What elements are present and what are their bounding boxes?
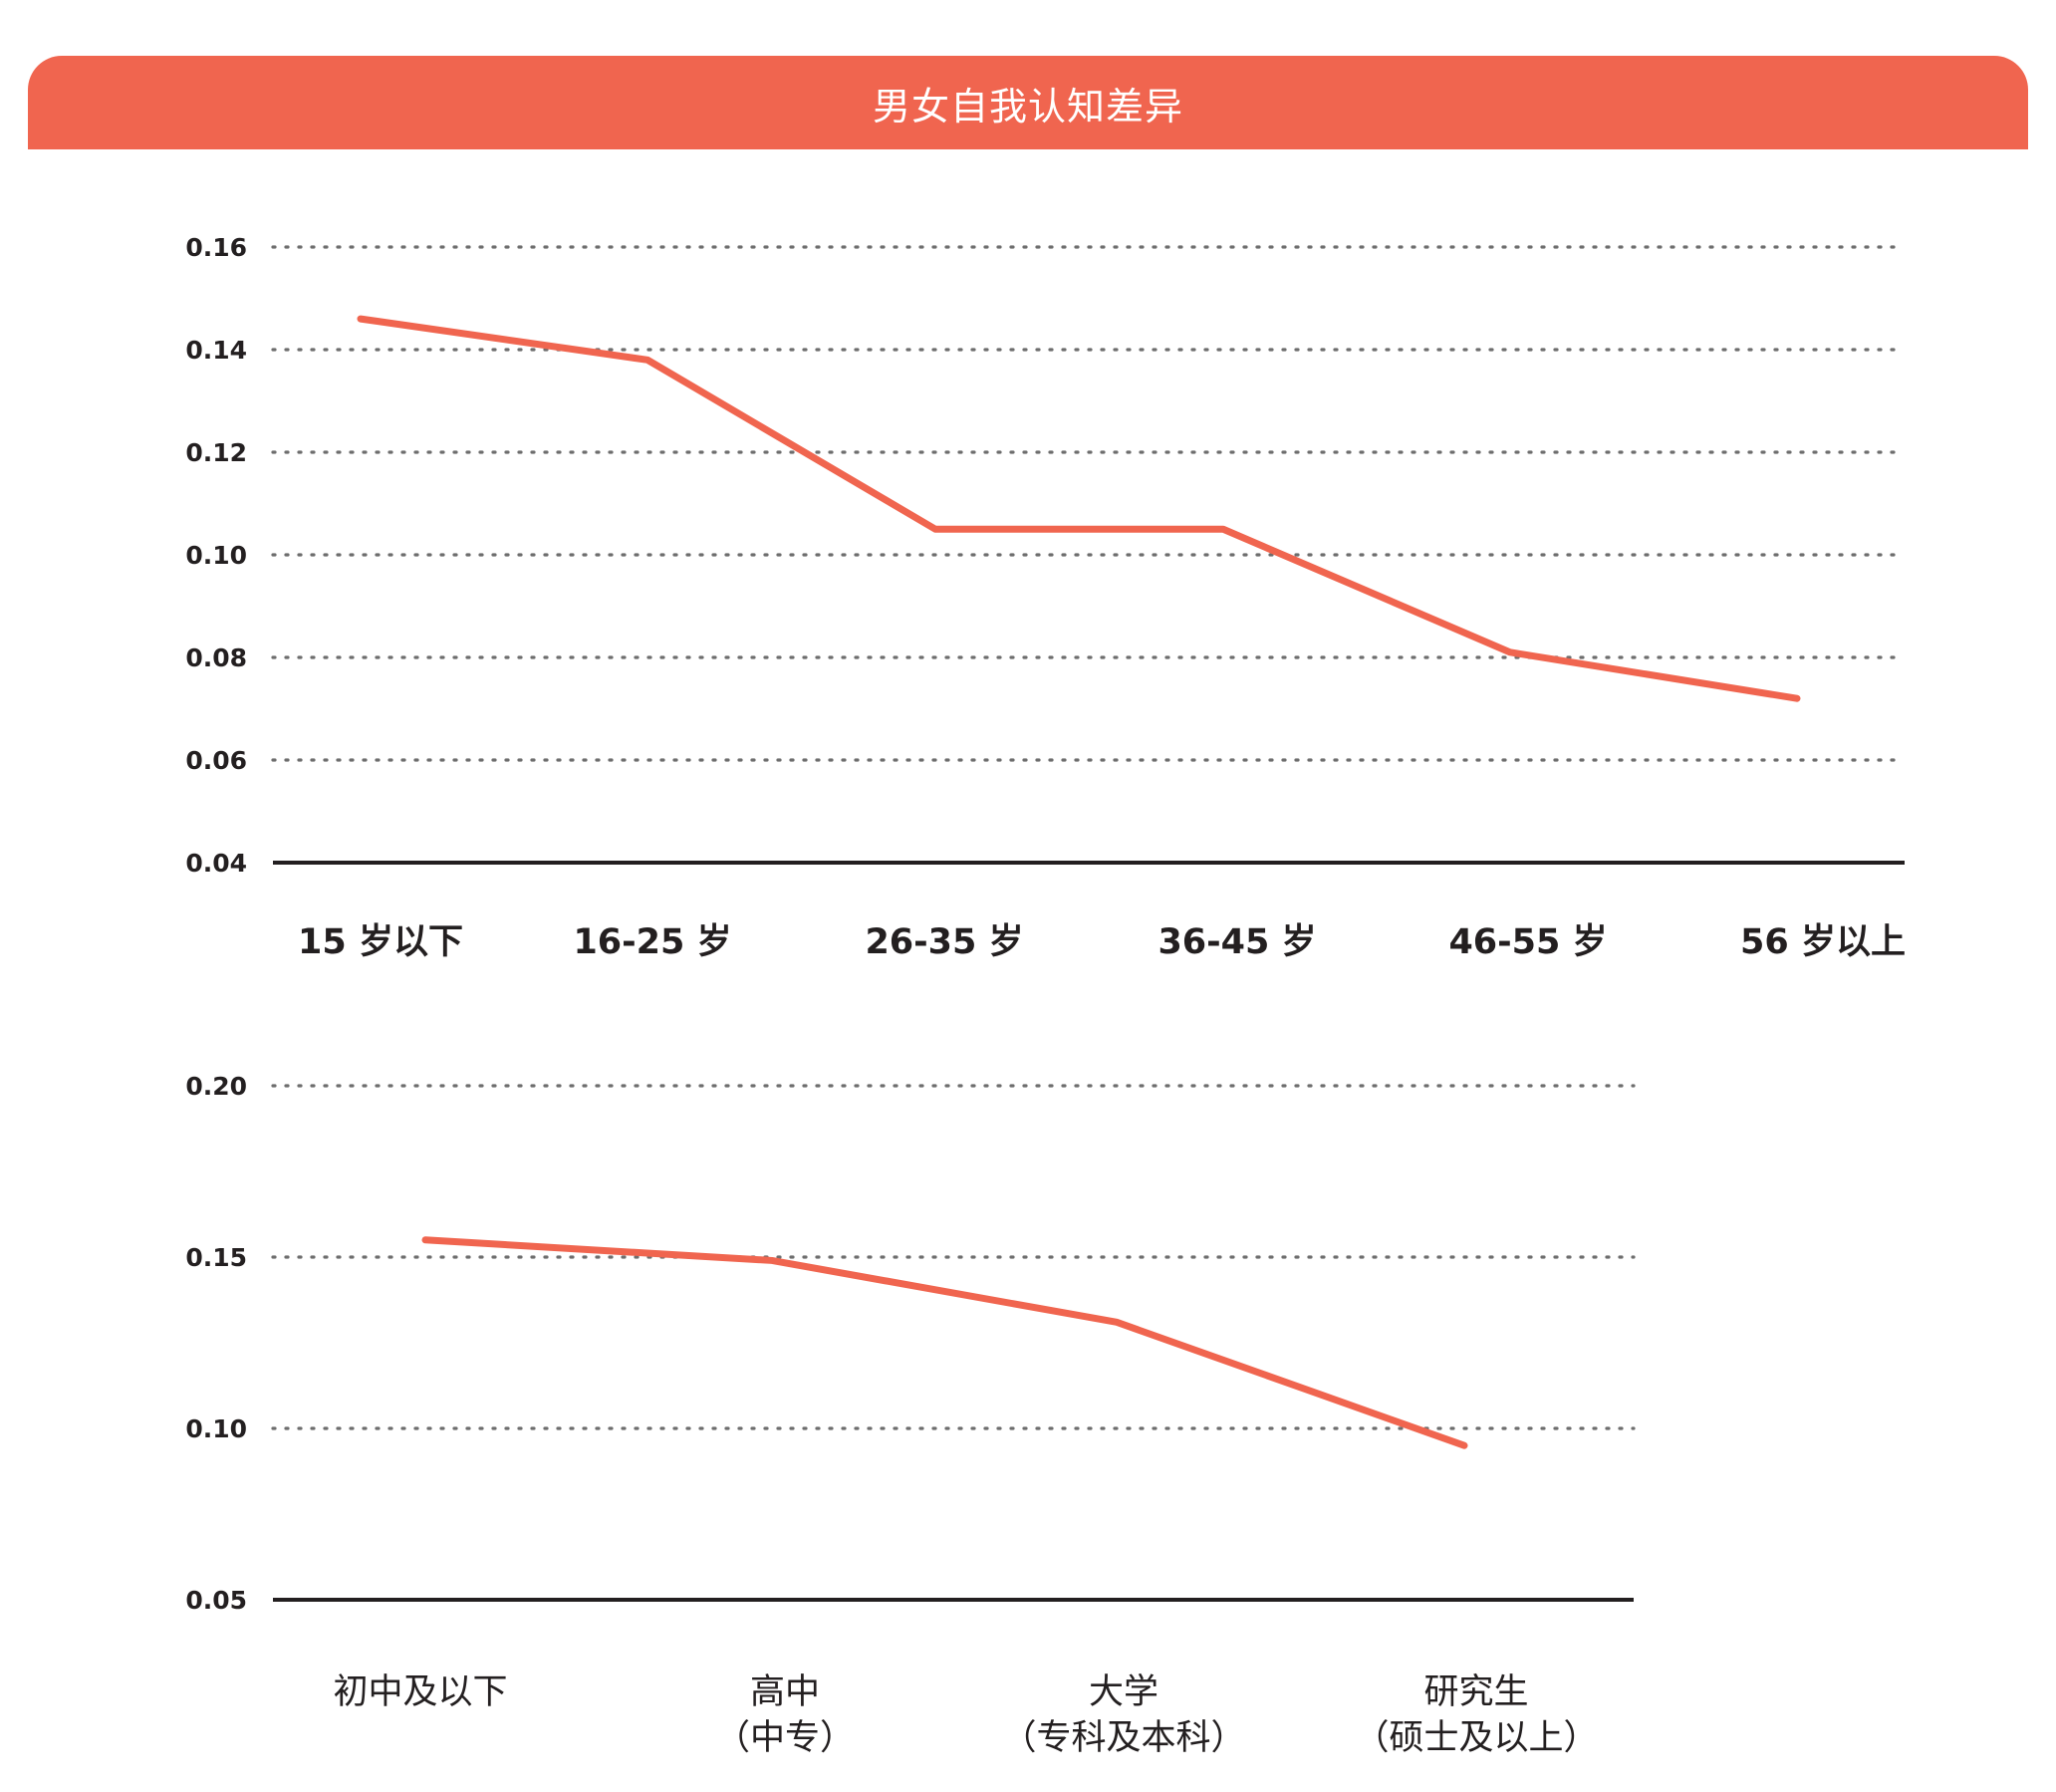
x-category-label: 46-55 岁	[1448, 922, 1607, 962]
y-tick-label: 0.04	[185, 849, 247, 878]
x-category-label: 初中及以下	[333, 1672, 507, 1712]
x-category-label: 26-35 岁	[865, 922, 1023, 962]
x-category-label: （中专）	[715, 1718, 855, 1758]
y-tick-label: 0.12	[185, 438, 247, 467]
y-tick-label: 0.10	[185, 1414, 247, 1443]
x-category-label: （专科及本科）	[1001, 1718, 1245, 1758]
y-tick-label: 0.16	[185, 233, 247, 262]
x-category-label: 研究生	[1423, 1672, 1528, 1712]
y-tick-label: 0.20	[185, 1072, 247, 1101]
x-category-label: 高中	[750, 1672, 820, 1712]
page-title: 男女自我认知差异	[872, 84, 1183, 128]
age-line-chart: 0.04 0.06 0.08 0.10 0.12 0.14 0.16 15 岁以下 16-25 …	[185, 233, 1907, 962]
title-banner: 男女自我认知差异	[28, 56, 2028, 149]
series-line	[357, 315, 1801, 702]
y-tick-label: 0.14	[185, 336, 247, 365]
series-line	[421, 1236, 1468, 1449]
x-category-label: 56 岁以上	[1740, 922, 1906, 962]
y-tick-label: 0.08	[185, 643, 247, 672]
y-tick-label: 0.10	[185, 541, 247, 570]
x-category-label: 16-25 岁	[573, 922, 731, 962]
x-category-label: 36-45 岁	[1157, 922, 1316, 962]
y-tick-label: 0.06	[185, 746, 247, 775]
x-category-label: 大学	[1089, 1672, 1158, 1712]
y-tick-label: 0.05	[185, 1586, 247, 1615]
y-tick-label: 0.15	[185, 1243, 247, 1272]
x-category-label: 15 岁以下	[298, 922, 463, 962]
x-category-label: （硕士及以上）	[1354, 1718, 1598, 1758]
